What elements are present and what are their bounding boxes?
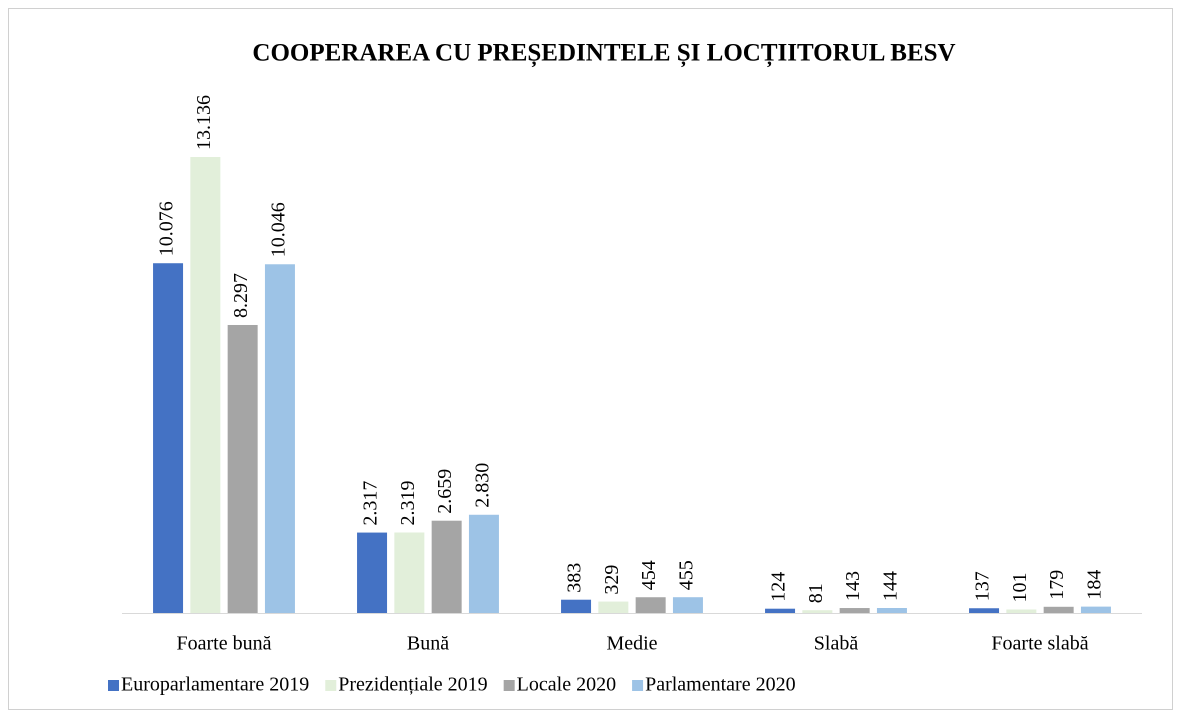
bar [190,157,221,613]
legend-swatch [632,680,644,691]
x-tick-label: Slabă [814,633,859,655]
bar [394,532,425,613]
legend-label: Prezidențiale 2019 [338,674,487,696]
value-label: 2.317 [360,481,382,526]
bar [598,601,629,613]
value-label: 10.046 [268,202,290,257]
value-label: 2.319 [397,480,419,525]
value-label: 124 [768,572,790,602]
value-label: 383 [564,563,586,593]
x-tick-label: Foarte slabă [991,633,1088,655]
bar [357,532,388,613]
chart-title: COOPERAREA CU PREȘEDINTELE ȘI LOCȚIITORU… [252,40,955,68]
value-label: 10.076 [156,201,178,256]
value-label: 184 [1084,570,1106,600]
value-label: 2.830 [472,463,494,508]
value-label: 454 [638,560,660,590]
legend-label: Locale 2020 [517,674,616,696]
bar [672,597,703,613]
legend-label: Parlamentare 2020 [645,674,796,696]
bar [431,520,462,613]
value-label: 144 [880,571,902,601]
value-label: 179 [1046,570,1068,600]
value-label: 143 [842,571,864,601]
value-label: 13.136 [193,95,215,150]
bar [635,597,666,613]
value-label: 8.297 [230,273,252,318]
bar [1080,606,1111,613]
bar [876,608,907,613]
legend-swatch [108,680,119,691]
value-label: 81 [805,583,827,603]
bar [839,608,870,613]
bar [969,608,1000,613]
x-tick-label: Medie [606,633,657,655]
legend-swatch [325,680,337,691]
value-label: 137 [972,571,994,601]
bar [802,610,833,613]
bar [765,608,796,613]
value-label: 101 [1009,572,1031,602]
bar [1006,609,1037,613]
legend-label: Europarlamentare 2019 [121,674,309,696]
x-tick-label: Bună [407,633,449,655]
bar [227,324,258,613]
x-tick-label: Foarte bună [177,633,272,655]
bar [1043,606,1074,613]
bar [561,599,592,613]
bar [264,264,295,613]
value-label: 455 [676,560,698,590]
value-label: 2.659 [434,469,456,514]
value-label: 329 [601,565,623,595]
bar [468,514,499,613]
bar [153,263,184,613]
legend-swatch [503,680,515,691]
